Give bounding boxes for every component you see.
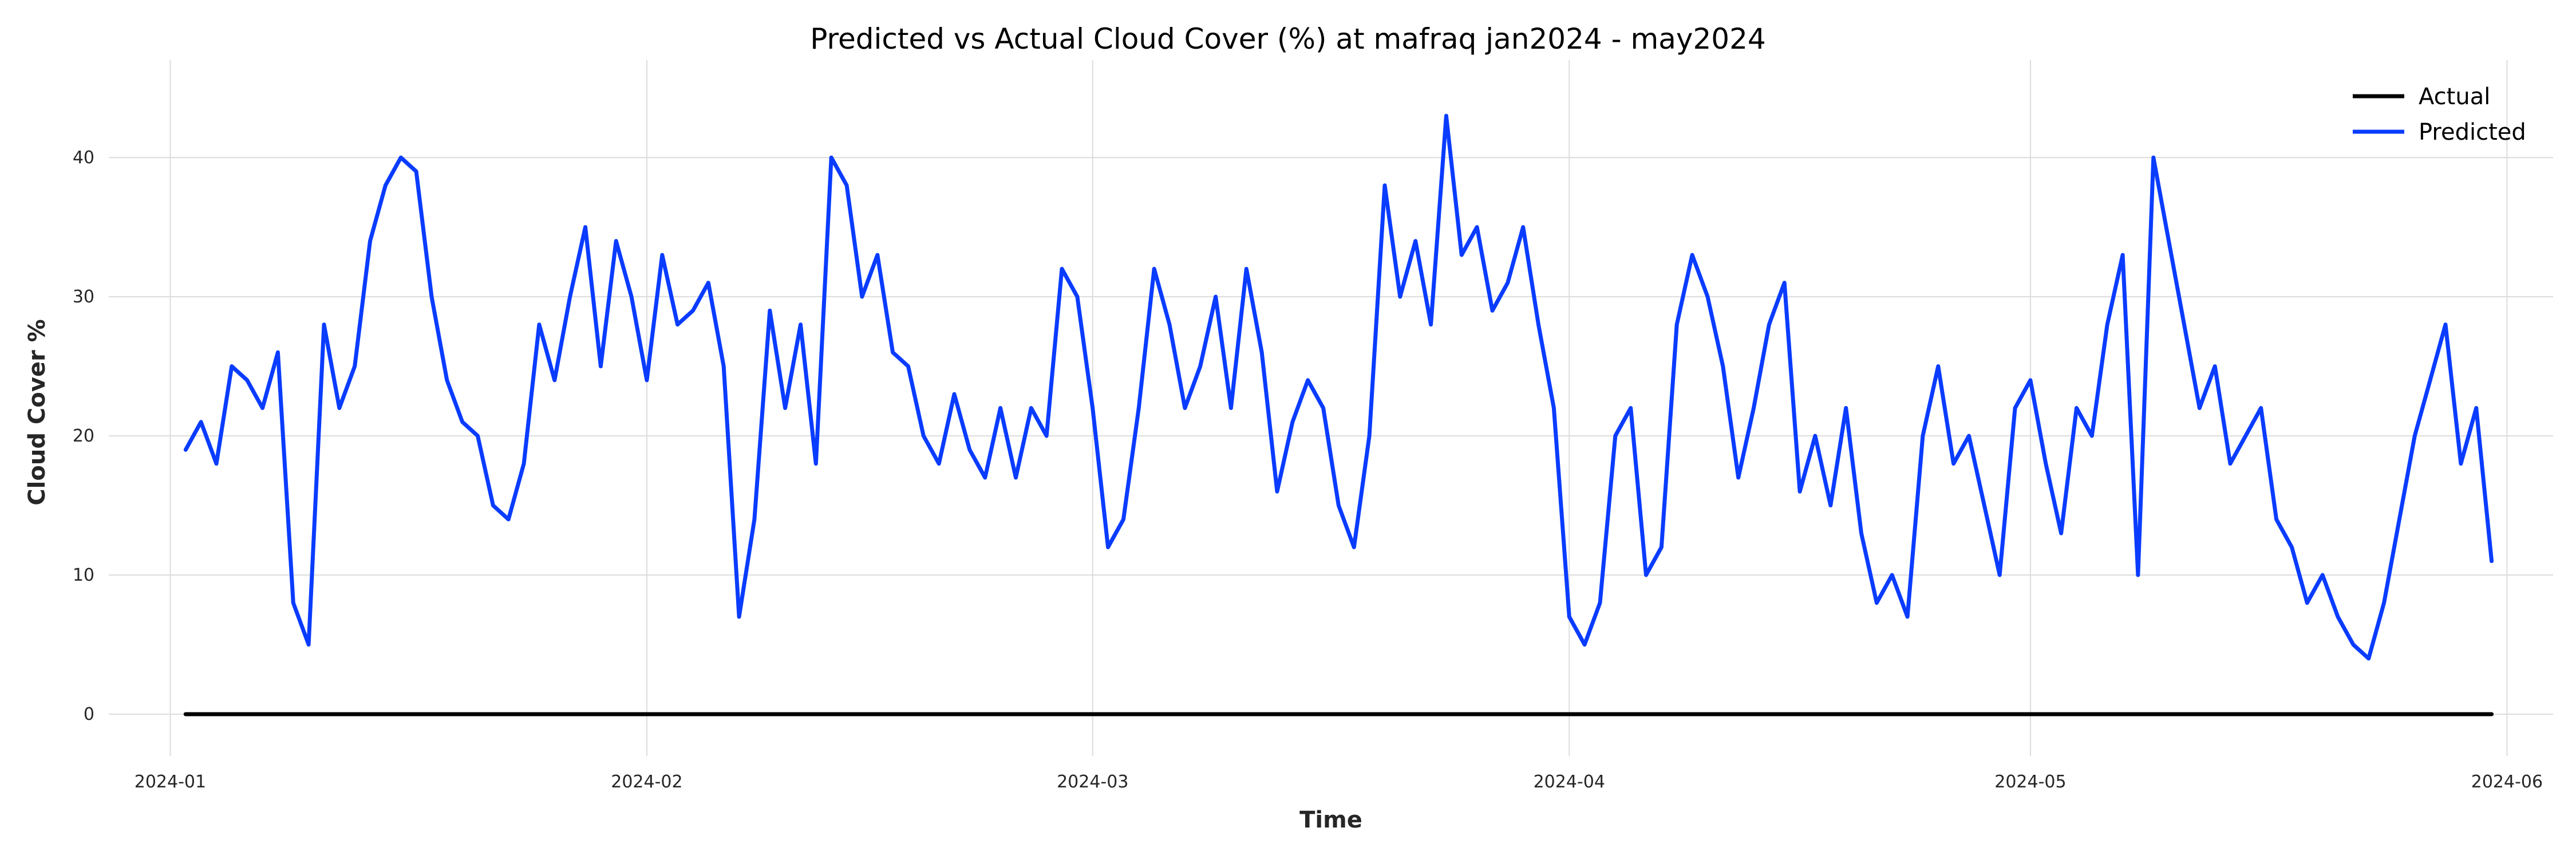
x-axis-label: Time	[1299, 807, 1362, 833]
x-tick-label: 2024-04	[1534, 772, 1605, 792]
x-tick-labels: 2024-01 2024-02 2024-03 2024-04 2024-05 2024-…	[135, 772, 2543, 792]
chart-title: Predicted vs Actual Cloud Cover (%) at m…	[810, 22, 1766, 56]
y-tick-label: 10	[73, 565, 94, 585]
y-tick-labels: 0 10 20 30 40	[73, 148, 94, 724]
x-tick-label: 2024-03	[1057, 772, 1128, 792]
y-tick-label: 40	[73, 148, 94, 168]
series-lines	[183, 113, 2494, 716]
series-line-predicted	[183, 113, 2494, 661]
legend-label-predicted: Predicted	[2419, 119, 2526, 145]
y-tick-label: 0	[84, 704, 94, 724]
grid	[109, 60, 2553, 756]
y-axis-label: Cloud Cover %	[24, 319, 50, 505]
legend-label-actual: Actual	[2419, 84, 2490, 110]
legend: Actual Predicted	[2353, 84, 2526, 145]
x-tick-label: 2024-02	[611, 772, 682, 792]
x-tick-label: 2024-06	[2471, 772, 2543, 792]
x-tick-label: 2024-01	[135, 772, 206, 792]
y-tick-label: 20	[73, 426, 94, 446]
y-tick-label: 30	[73, 287, 94, 307]
x-tick-label: 2024-05	[1994, 772, 2066, 792]
